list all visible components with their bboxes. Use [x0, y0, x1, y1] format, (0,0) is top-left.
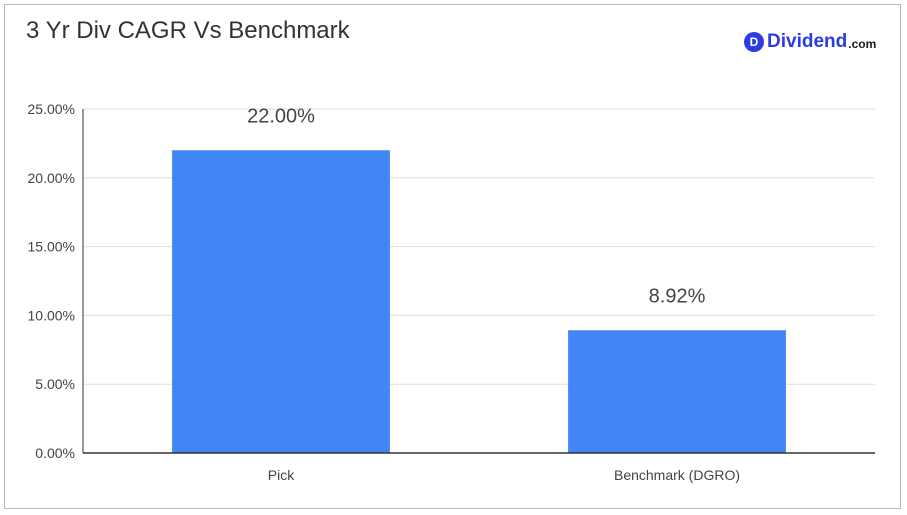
- chart-title: 3 Yr Div CAGR Vs Benchmark: [26, 17, 350, 44]
- y-tick-label: 20.00%: [28, 170, 75, 186]
- logo-tld: .com: [848, 37, 877, 51]
- y-tick-label: 25.00%: [28, 101, 75, 117]
- logo-wordmark: Dividend: [767, 31, 848, 52]
- y-tick-label: 10.00%: [28, 307, 75, 323]
- bar-0: [172, 150, 390, 453]
- data-label: 22.00%: [247, 105, 315, 127]
- x-category-label: Pick: [268, 467, 295, 483]
- logo-badge-icon: D: [744, 32, 764, 52]
- bar-1: [568, 330, 786, 453]
- dividend-logo[interactable]: D Dividend .com: [744, 31, 876, 53]
- x-category-label: Benchmark (DGRO): [614, 467, 740, 483]
- data-label: 8.92%: [649, 285, 706, 307]
- y-tick-label: 5.00%: [35, 376, 75, 392]
- y-tick-label: 0.00%: [35, 445, 75, 461]
- y-tick-label: 15.00%: [28, 239, 75, 255]
